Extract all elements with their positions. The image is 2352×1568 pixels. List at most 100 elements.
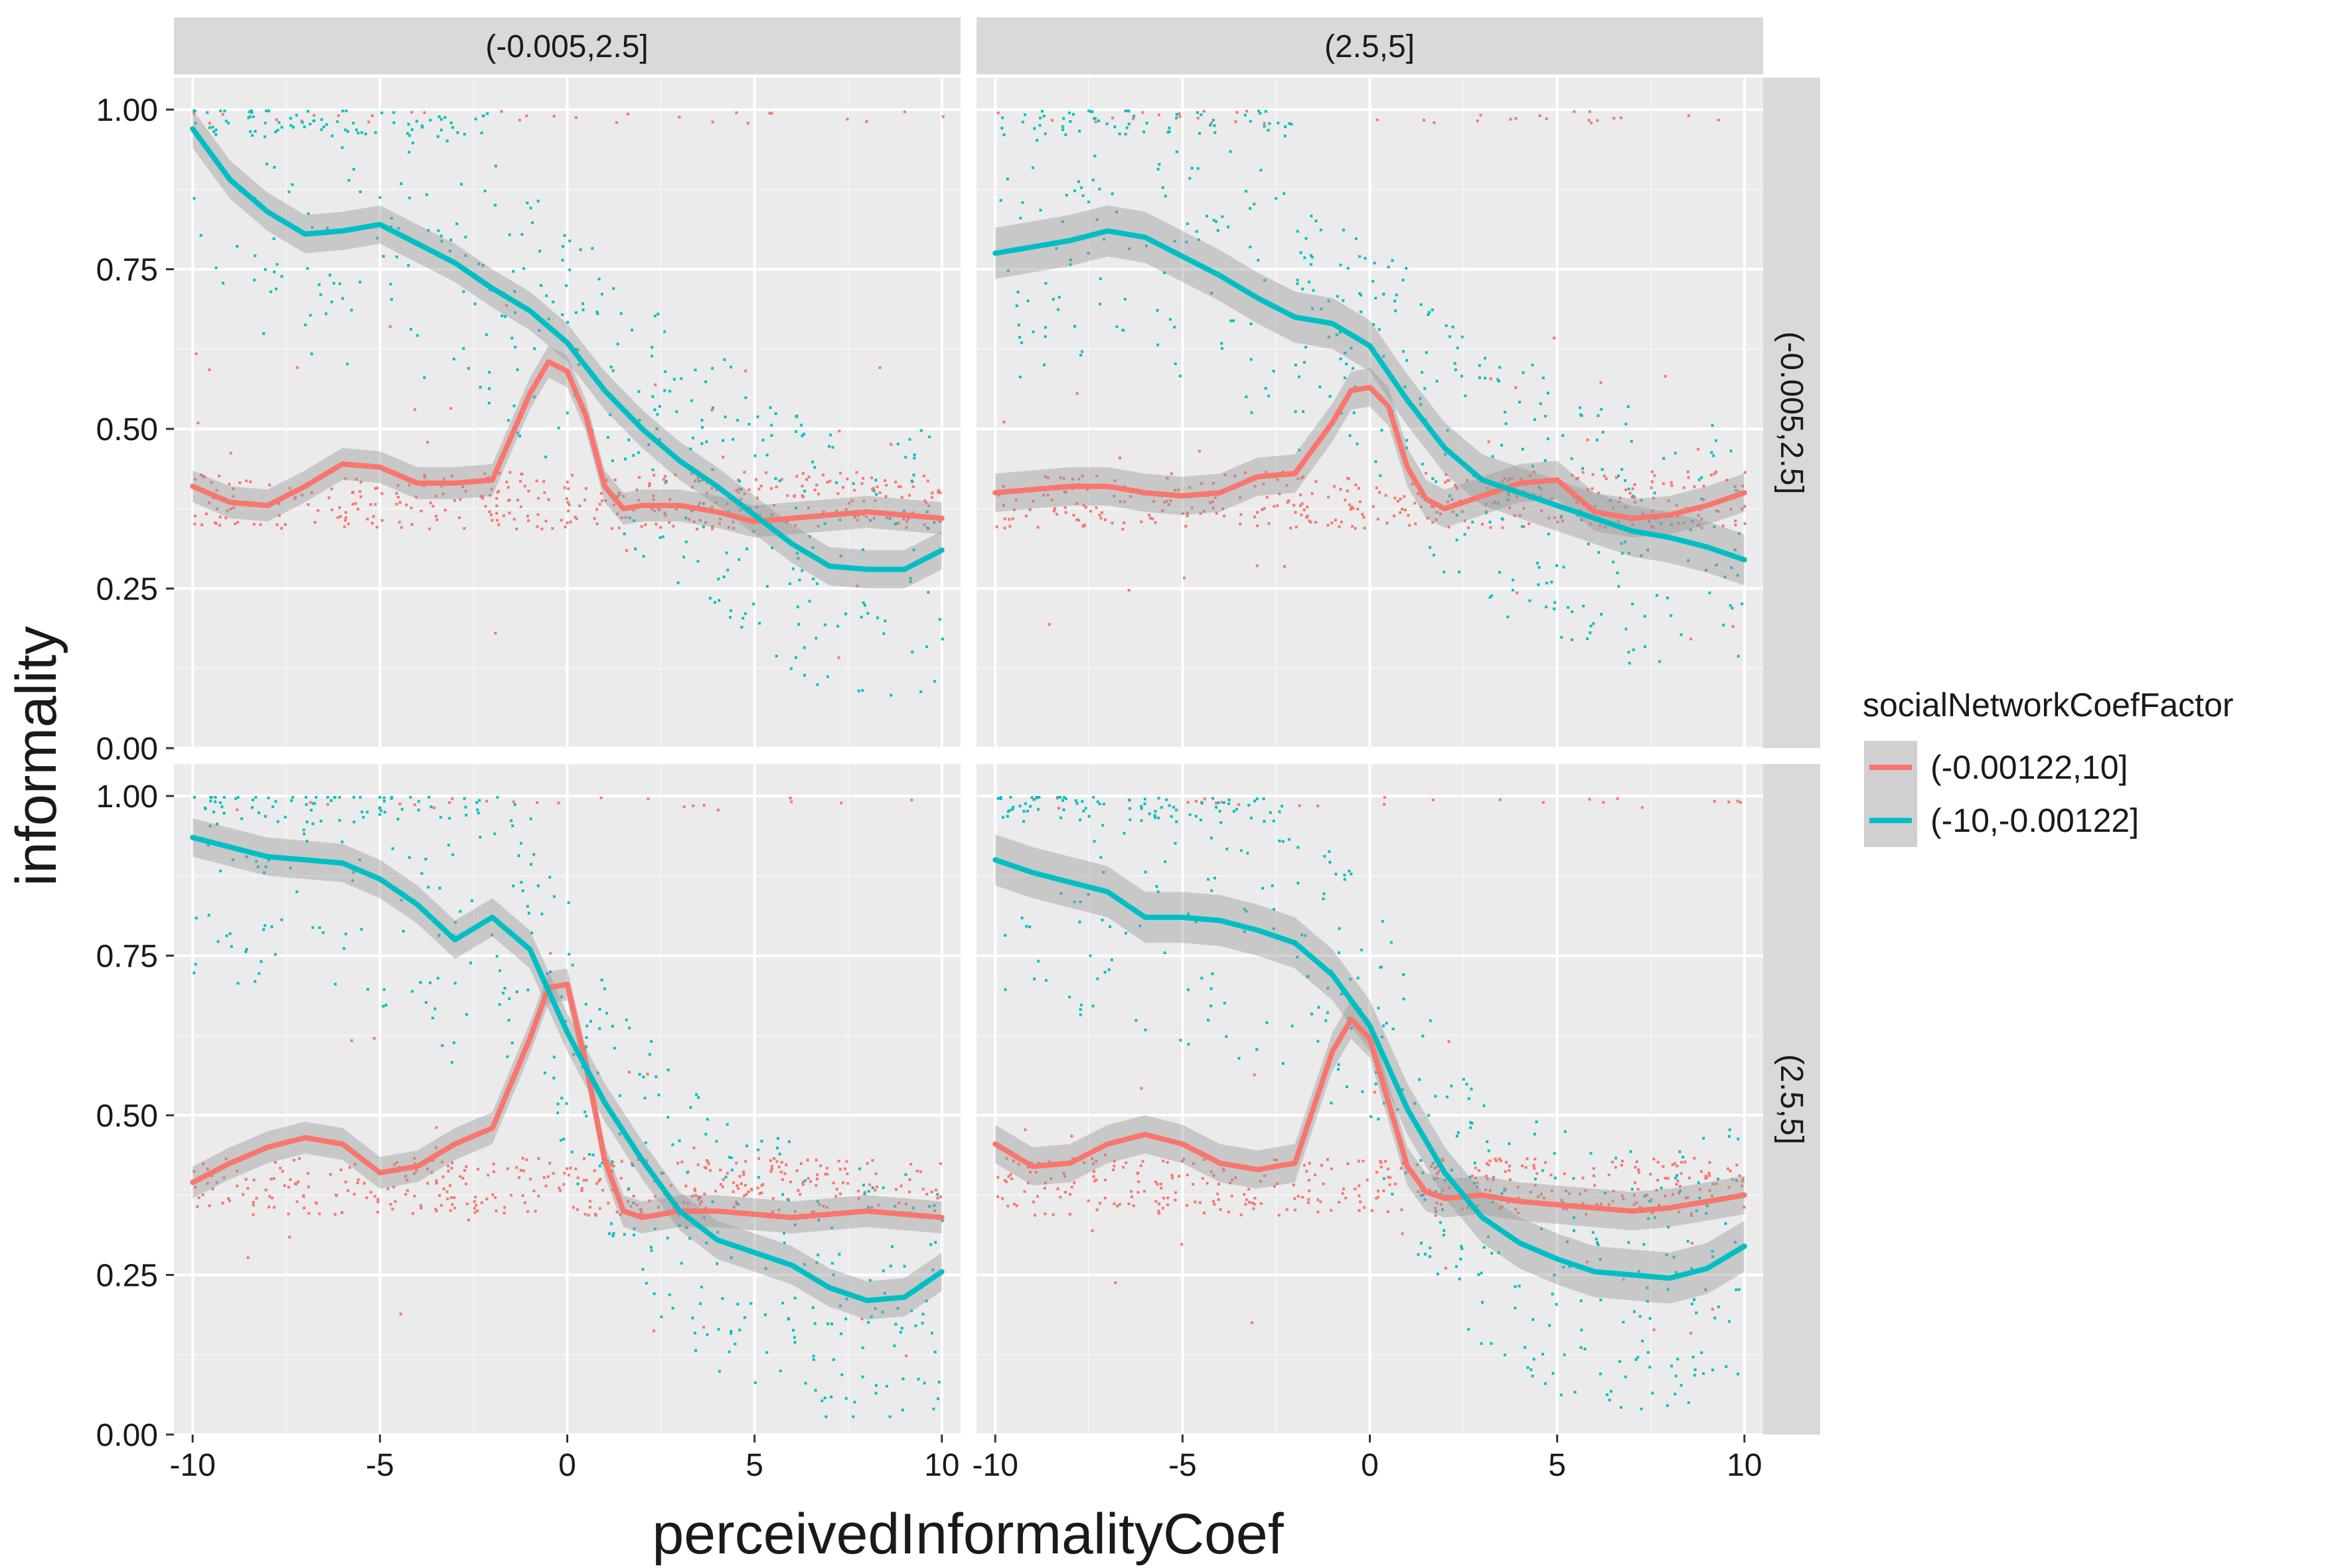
- scatter-point: [1129, 495, 1132, 498]
- scatter-point: [1044, 1182, 1047, 1185]
- scatter-point: [494, 1196, 497, 1199]
- scatter-point: [874, 1384, 878, 1387]
- scatter-point: [1212, 1174, 1215, 1177]
- scatter-point: [1275, 1158, 1279, 1162]
- scatter-point: [933, 680, 936, 683]
- scatter-point: [1733, 485, 1737, 489]
- scatter-point: [675, 508, 678, 511]
- scatter-point: [1083, 524, 1086, 528]
- scatter-point: [439, 128, 443, 131]
- scatter-point: [1624, 488, 1627, 491]
- scatter-point: [1640, 806, 1644, 809]
- y-tick-label: 0.25: [96, 1259, 158, 1294]
- scatter-point: [304, 796, 307, 799]
- scatter-point: [1539, 495, 1542, 498]
- scatter-point: [1439, 1203, 1443, 1206]
- scatter-point: [441, 1175, 445, 1178]
- scatter-point: [786, 494, 789, 497]
- scatter-point: [769, 487, 773, 490]
- scatter-point: [382, 255, 385, 258]
- scatter-point: [1194, 1200, 1197, 1204]
- scatter-point: [1544, 1161, 1547, 1164]
- scatter-point: [627, 438, 631, 441]
- scatter-point: [1115, 210, 1118, 214]
- scatter-point: [1455, 513, 1458, 516]
- scatter-point: [1638, 1315, 1642, 1318]
- scatter-point: [339, 515, 342, 518]
- axes-layer: 0.000.250.500.751.000.000.250.500.751.00…: [96, 93, 1763, 1483]
- scatter-point: [1396, 499, 1399, 503]
- scatter-point: [1702, 1372, 1705, 1375]
- legend: socialNetworkCoefFactor (-0.00122,10] (-…: [1863, 686, 2234, 847]
- scatter-point: [194, 963, 197, 966]
- scatter-point: [1517, 1196, 1520, 1200]
- scatter-point: [925, 1299, 928, 1302]
- scatter-point: [494, 631, 497, 635]
- scatter-point: [415, 495, 418, 499]
- scatter-point: [1405, 267, 1408, 270]
- scatter-point: [434, 514, 437, 518]
- scatter-point: [1631, 487, 1634, 491]
- x-tick-label: 0: [1361, 1448, 1379, 1483]
- scatter-point: [662, 1172, 665, 1175]
- scatter-point: [380, 518, 384, 522]
- scatter-point: [453, 499, 456, 503]
- scatter-point: [1098, 803, 1101, 806]
- scatter-point: [1320, 307, 1323, 311]
- scatter-point: [253, 278, 256, 281]
- scatter-point: [427, 229, 430, 232]
- scatter-point: [931, 1268, 935, 1271]
- scatter-point: [793, 1223, 797, 1227]
- scatter-point: [1708, 591, 1711, 595]
- scatter-point: [1308, 1162, 1311, 1165]
- scatter-point: [1439, 512, 1443, 516]
- scatter-point: [996, 1176, 1000, 1179]
- scatter-point: [663, 511, 666, 514]
- scatter-point: [745, 1193, 748, 1196]
- scatter-point: [1035, 796, 1038, 799]
- scatter-point: [567, 1174, 570, 1177]
- scatter-point: [838, 518, 842, 522]
- scatter-point: [435, 1182, 438, 1185]
- scatter-point: [339, 1168, 343, 1172]
- scatter-point: [530, 863, 533, 866]
- scatter-point: [1434, 1095, 1437, 1098]
- scatter-point: [1514, 117, 1518, 120]
- scatter-point: [1635, 1160, 1638, 1164]
- scatter-point: [358, 858, 361, 861]
- scatter-point: [1044, 281, 1048, 285]
- scatter-point: [526, 1210, 529, 1214]
- scatter-point: [1183, 576, 1186, 580]
- scatter-point: [1071, 477, 1074, 481]
- scatter-point: [1445, 1095, 1449, 1099]
- panel-2: [977, 78, 1763, 749]
- scatter-point: [1327, 299, 1330, 303]
- scatter-point: [1620, 1194, 1624, 1198]
- scatter-point: [1231, 319, 1235, 323]
- scatter-point: [1182, 1158, 1186, 1161]
- scatter-point: [1230, 1194, 1233, 1198]
- scatter-point: [465, 1182, 468, 1186]
- scatter-point: [1140, 520, 1143, 523]
- scatter-point: [492, 1162, 495, 1166]
- scatter-point: [605, 1012, 608, 1015]
- scatter-point: [1006, 815, 1009, 818]
- scatter-point: [1405, 439, 1409, 442]
- scatter-point: [1737, 532, 1741, 535]
- scatter-point: [413, 803, 416, 807]
- scatter-point: [1484, 511, 1488, 514]
- scatter-point: [1357, 1160, 1360, 1163]
- scatter-point: [1674, 1393, 1677, 1396]
- scatter-point: [775, 485, 778, 489]
- scatter-point: [1633, 483, 1636, 486]
- scatter-point: [794, 524, 797, 527]
- scatter-point: [429, 981, 432, 984]
- scatter-point: [1100, 511, 1103, 514]
- scatter-point: [1711, 1182, 1715, 1186]
- scatter-point: [758, 621, 761, 625]
- scatter-point: [1385, 521, 1389, 524]
- scatter-point: [1050, 1177, 1053, 1180]
- scatter-point: [615, 1210, 619, 1214]
- scatter-point: [219, 110, 222, 113]
- scatter-point: [1026, 299, 1030, 303]
